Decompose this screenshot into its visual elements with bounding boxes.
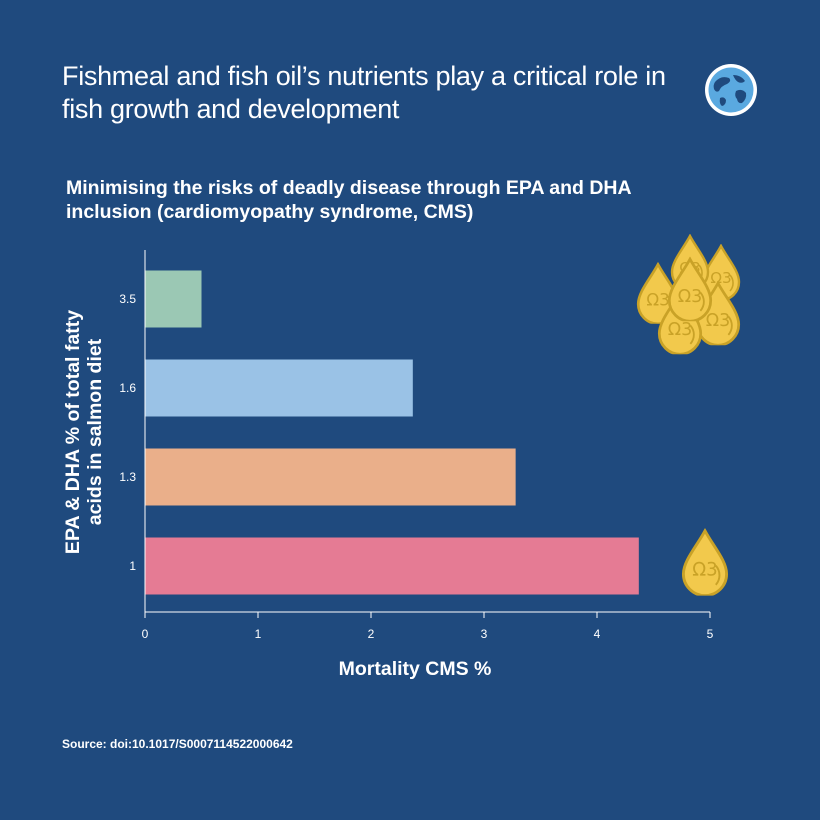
omega3-drop-icon: Ω3 — [681, 529, 729, 596]
svg-text:Ω3: Ω3 — [706, 311, 731, 331]
x-tick-label: 4 — [594, 627, 601, 641]
svg-text:Ω3: Ω3 — [710, 269, 731, 287]
bar-1 — [145, 537, 639, 595]
globe-icon — [705, 64, 757, 116]
chart-title: Minimising the risks of deadly disease t… — [66, 177, 631, 223]
x-tick-label: 3 — [481, 627, 488, 641]
bar-1.3 — [145, 448, 516, 506]
svg-text:Ω3: Ω3 — [678, 287, 703, 307]
bar-3.5 — [145, 270, 202, 328]
x-tick-label: 1 — [255, 627, 262, 641]
x-axis-label: Mortality CMS % — [339, 658, 492, 680]
svg-text:Ω3: Ω3 — [692, 559, 717, 580]
y-tick-label: 3.5 — [119, 292, 136, 306]
y-axis-label: EPA & DHA % of total fattyacids in salmo… — [62, 310, 106, 554]
y-tick-label: 1.6 — [119, 381, 136, 395]
svg-text:Ω3: Ω3 — [646, 289, 669, 309]
bar-1.6 — [145, 359, 413, 417]
svg-text:Ω3: Ω3 — [668, 320, 693, 340]
headline: Fishmeal and fish oil’s nutrients play a… — [62, 61, 666, 124]
x-tick-label: 5 — [707, 627, 714, 641]
x-tick-label: 0 — [142, 627, 149, 641]
source-note: Source: doi:10.1017/S0007114522000642 — [62, 737, 293, 751]
x-tick-label: 2 — [368, 627, 375, 641]
omega3-drop-icon: Ω3 — [695, 281, 741, 346]
y-tick-label: 1 — [129, 559, 136, 573]
omega3-drop-icon: Ω3 — [636, 263, 680, 324]
omega3-drop-icon: Ω3 — [701, 244, 741, 300]
omega3-drop-icon: Ω3 — [657, 290, 703, 355]
y-tick-label: 1.3 — [119, 470, 136, 484]
omega3-drop-icon: Ω3 — [667, 257, 713, 322]
